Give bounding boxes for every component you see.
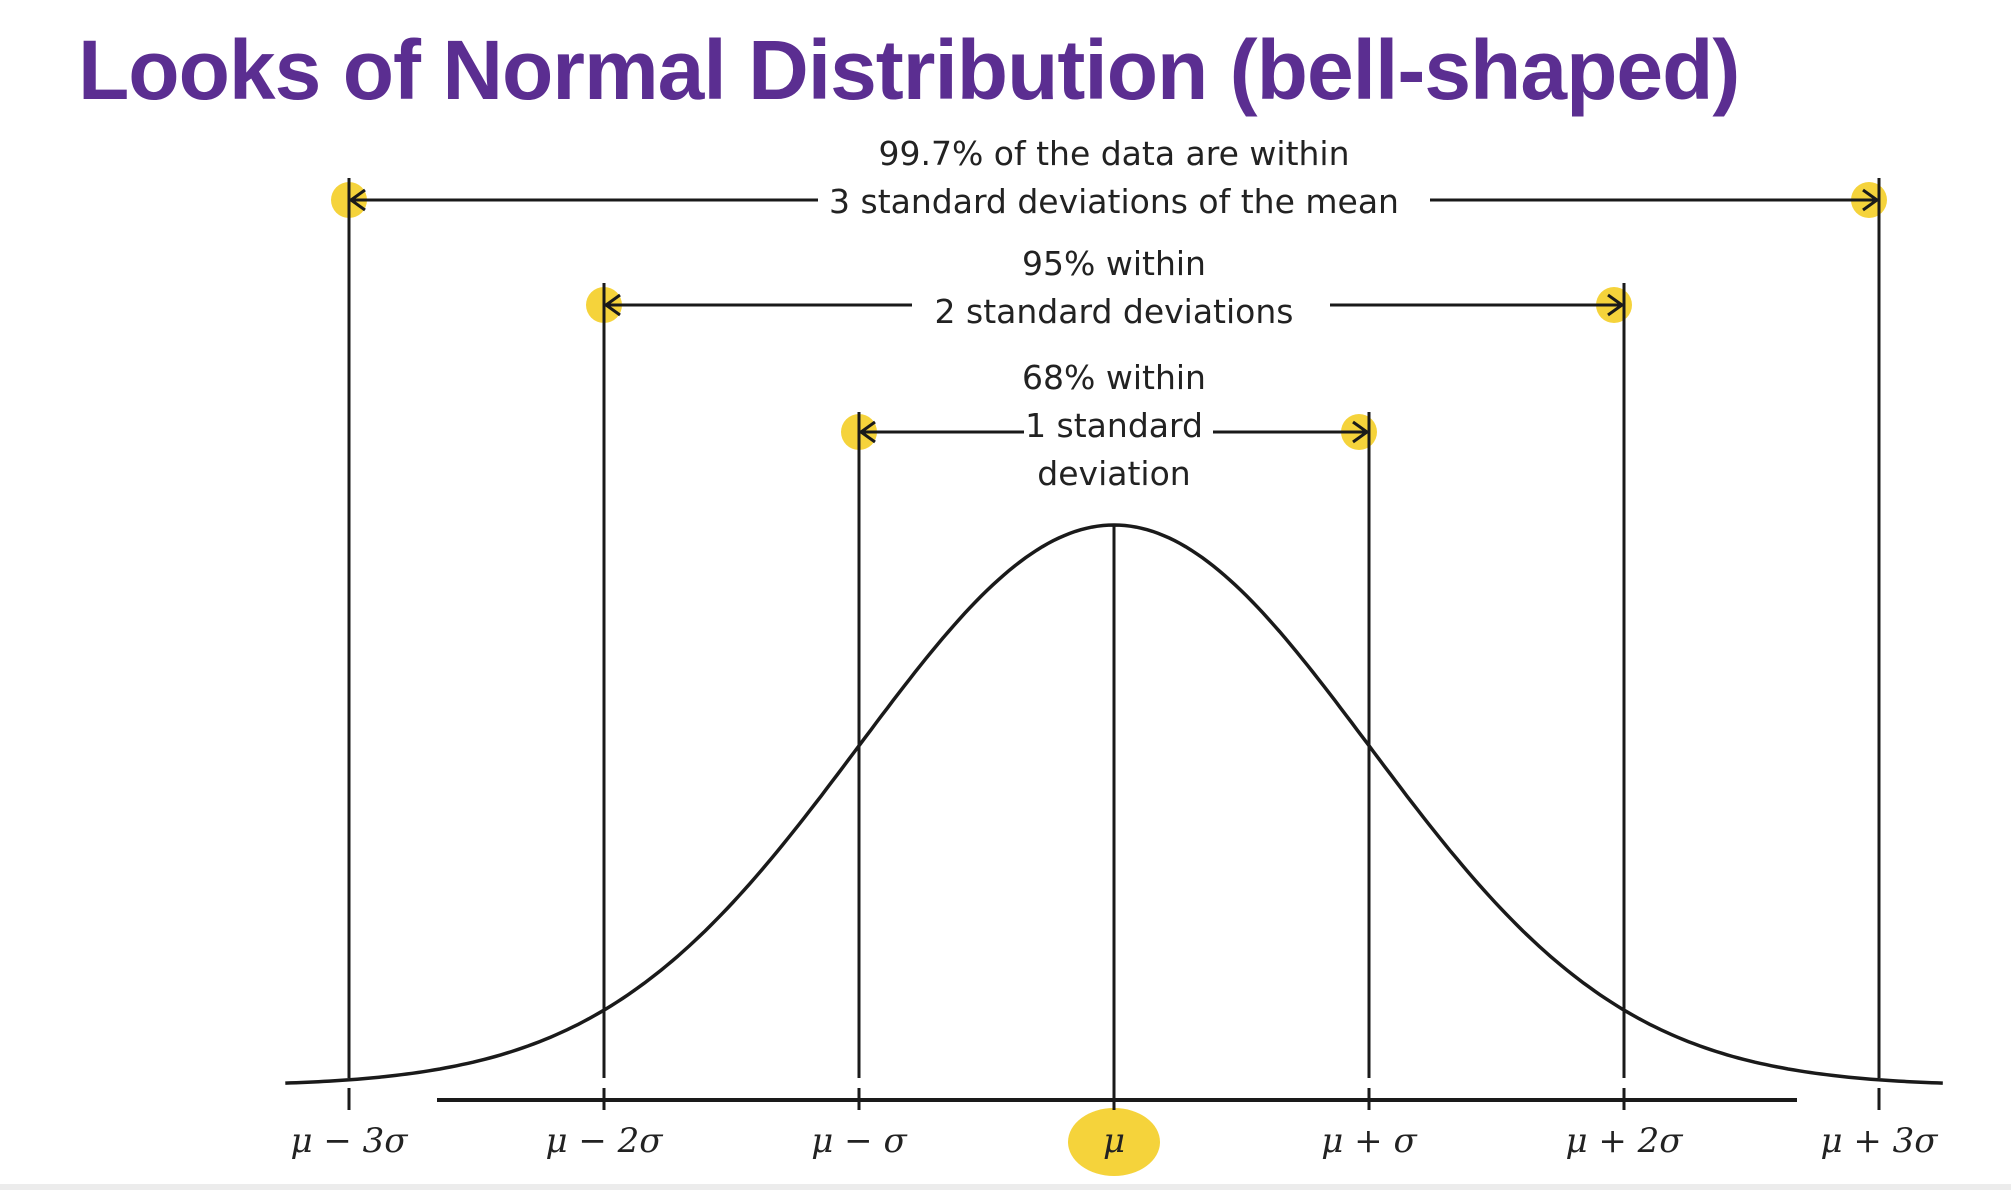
arrowhead-left-1 — [858, 420, 876, 444]
mean-highlight — [1068, 1108, 1160, 1176]
bell-curve — [285, 523, 1943, 1085]
annotation-3-line-1: 99.7% of the data are within — [878, 134, 1349, 173]
slide-title: Looks of Normal Distribution (bell-shape… — [78, 23, 1740, 117]
annotation-1-line-2: 1 standard — [1025, 406, 1203, 445]
annotation-1-line-3: deviation — [1037, 454, 1190, 493]
x-tick-label-1: μ − 2σ — [545, 1121, 663, 1161]
annotation-3-line-2: 3 standard deviations of the mean — [829, 182, 1399, 221]
arrowhead-right-2 — [1607, 293, 1625, 317]
x-tick-label-4: μ + σ — [1321, 1121, 1417, 1161]
arrowhead-right-1 — [1352, 420, 1370, 444]
text-layer: 99.7% of the data are within 3 standard d… — [290, 134, 1938, 1161]
x-tick-label-3: μ — [1103, 1121, 1125, 1161]
x-tick-label-6: μ + 3σ — [1820, 1121, 1938, 1161]
x-tick-label-0: μ − 3σ — [290, 1121, 408, 1161]
arrowhead-left-3 — [348, 188, 366, 212]
annotation-2-line-1: 95% within — [1022, 244, 1206, 283]
arrowhead-right-3 — [1862, 188, 1880, 212]
annotation-1-line-1: 68% within — [1022, 358, 1206, 397]
bottom-strip — [0, 1184, 2011, 1190]
x-tick-label-2: μ − σ — [811, 1121, 907, 1161]
annotation-2-line-2: 2 standard deviations — [935, 292, 1294, 331]
arrowhead-left-2 — [603, 293, 621, 317]
curve-layer — [285, 523, 1943, 1085]
x-tick-label-5: μ + 2σ — [1565, 1121, 1683, 1161]
